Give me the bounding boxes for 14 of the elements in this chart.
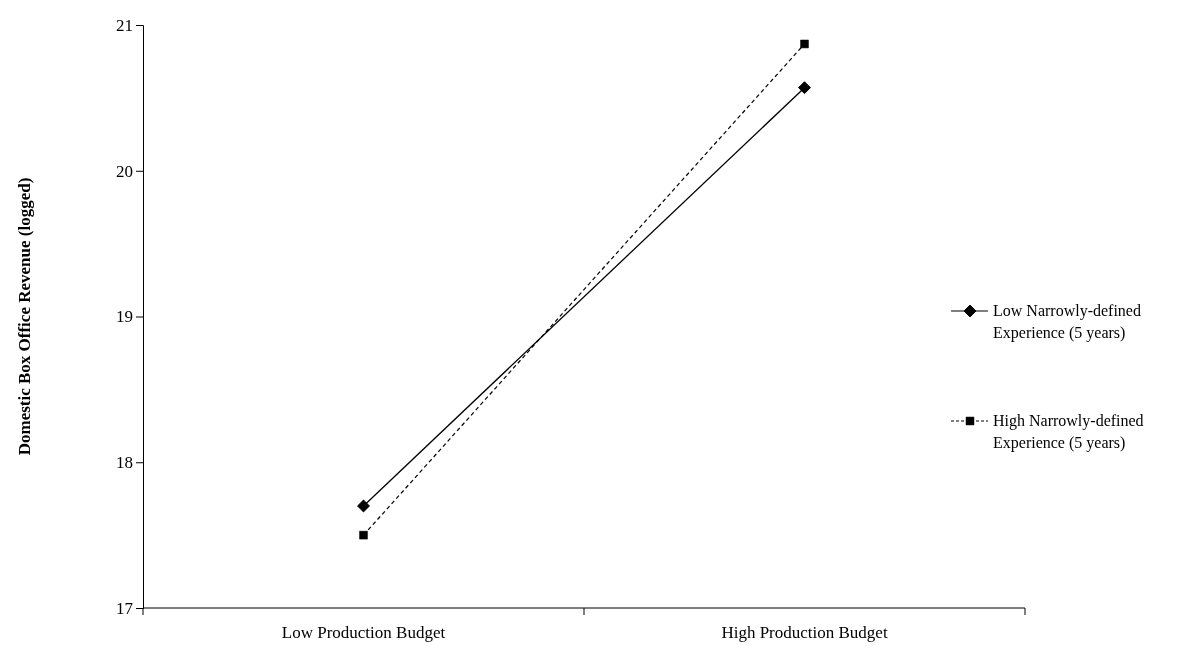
point bbox=[359, 530, 368, 540]
y-tick-label: 20 bbox=[116, 161, 133, 181]
point bbox=[800, 39, 809, 49]
legend-label: Low Narrowly-defined Experience (5 years) bbox=[993, 302, 1141, 342]
point bbox=[798, 81, 811, 95]
y-tick-label: 21 bbox=[116, 15, 133, 35]
x-tick-label: Low Production Budget bbox=[281, 623, 446, 642]
x-tick-label: High Production Budget bbox=[721, 623, 888, 642]
y-axis-title: Domestic Box Office Revenue (logged) bbox=[15, 177, 34, 456]
point bbox=[357, 499, 370, 513]
legend-label: High Narrowly-defined Experience (5 years) bbox=[993, 412, 1144, 452]
y-tick-label: 19 bbox=[116, 307, 133, 327]
y-tick-label: 18 bbox=[116, 453, 133, 473]
y-tick-label: 17 bbox=[116, 598, 134, 618]
